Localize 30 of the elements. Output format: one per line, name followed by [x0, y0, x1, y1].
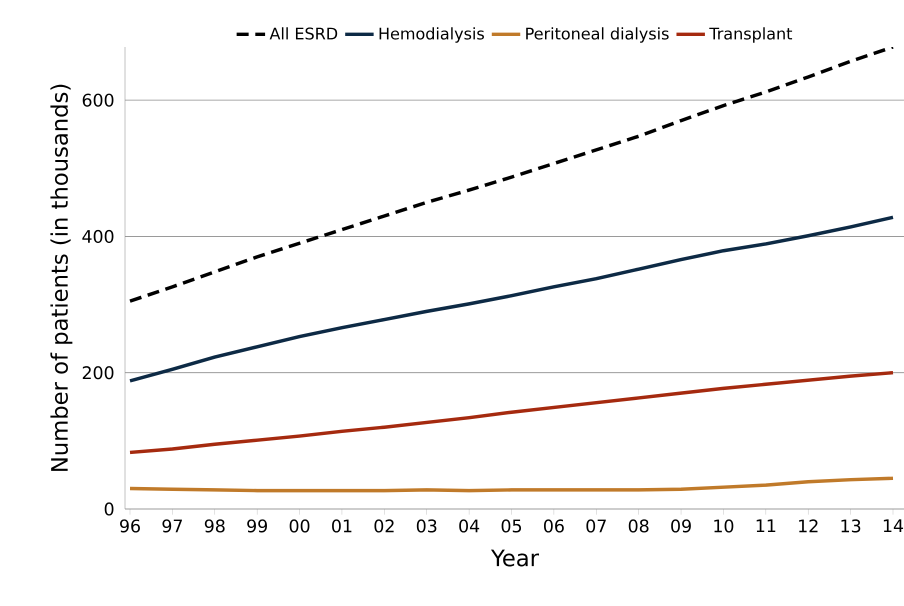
- x-tick-label: 99: [247, 519, 267, 533]
- x-tick-label: 10: [714, 519, 734, 533]
- x-tick-label: 97: [162, 519, 182, 533]
- x-tick-label: 13: [841, 519, 860, 533]
- x-tick-label: 05: [502, 519, 522, 533]
- legend-label: Hemodialysis: [380, 27, 484, 43]
- y-tick-label: 0: [104, 502, 114, 516]
- x-tick-label: 08: [628, 519, 649, 533]
- x-tick-label: 09: [671, 519, 691, 533]
- y-tick-label: 600: [82, 94, 114, 107]
- x-tick-label: 06: [544, 519, 564, 533]
- x-tick-label: 00: [290, 519, 310, 533]
- x-tick-label: 07: [586, 519, 606, 533]
- x-tick-label: 02: [374, 519, 394, 533]
- y-tick-label: 400: [82, 230, 114, 243]
- x-tick-label: 96: [120, 519, 140, 533]
- x-tick-label: 01: [332, 519, 352, 533]
- legend-label: Peritoneal dialysis: [526, 27, 669, 43]
- x-tick-label: 11: [756, 519, 776, 532]
- legend-label: All ESRD: [270, 27, 338, 40]
- legend-label: Transplant: [709, 27, 792, 43]
- x-tick-label: 14: [884, 519, 904, 532]
- line-series: [128, 216, 895, 383]
- x-tick-label: 04: [459, 519, 480, 533]
- y-tick-label: 200: [82, 366, 114, 380]
- x-tick-label: 98: [204, 519, 225, 533]
- y-axis-title: Number of patients (in thousands): [50, 84, 72, 471]
- x-axis-title: Year: [490, 550, 540, 566]
- x-tick-label: 12: [799, 519, 818, 532]
- x-tick-label: 03: [416, 519, 436, 533]
